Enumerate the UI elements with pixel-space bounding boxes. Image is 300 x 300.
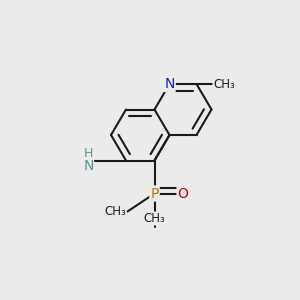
Text: CH₃: CH₃ [213, 77, 235, 91]
Text: N: N [164, 77, 175, 91]
Text: H: H [84, 147, 93, 161]
Text: N: N [83, 159, 94, 173]
Text: CH₃: CH₃ [104, 205, 126, 218]
Text: P: P [150, 187, 159, 200]
Text: O: O [178, 187, 188, 200]
Text: CH₃: CH₃ [144, 212, 165, 225]
